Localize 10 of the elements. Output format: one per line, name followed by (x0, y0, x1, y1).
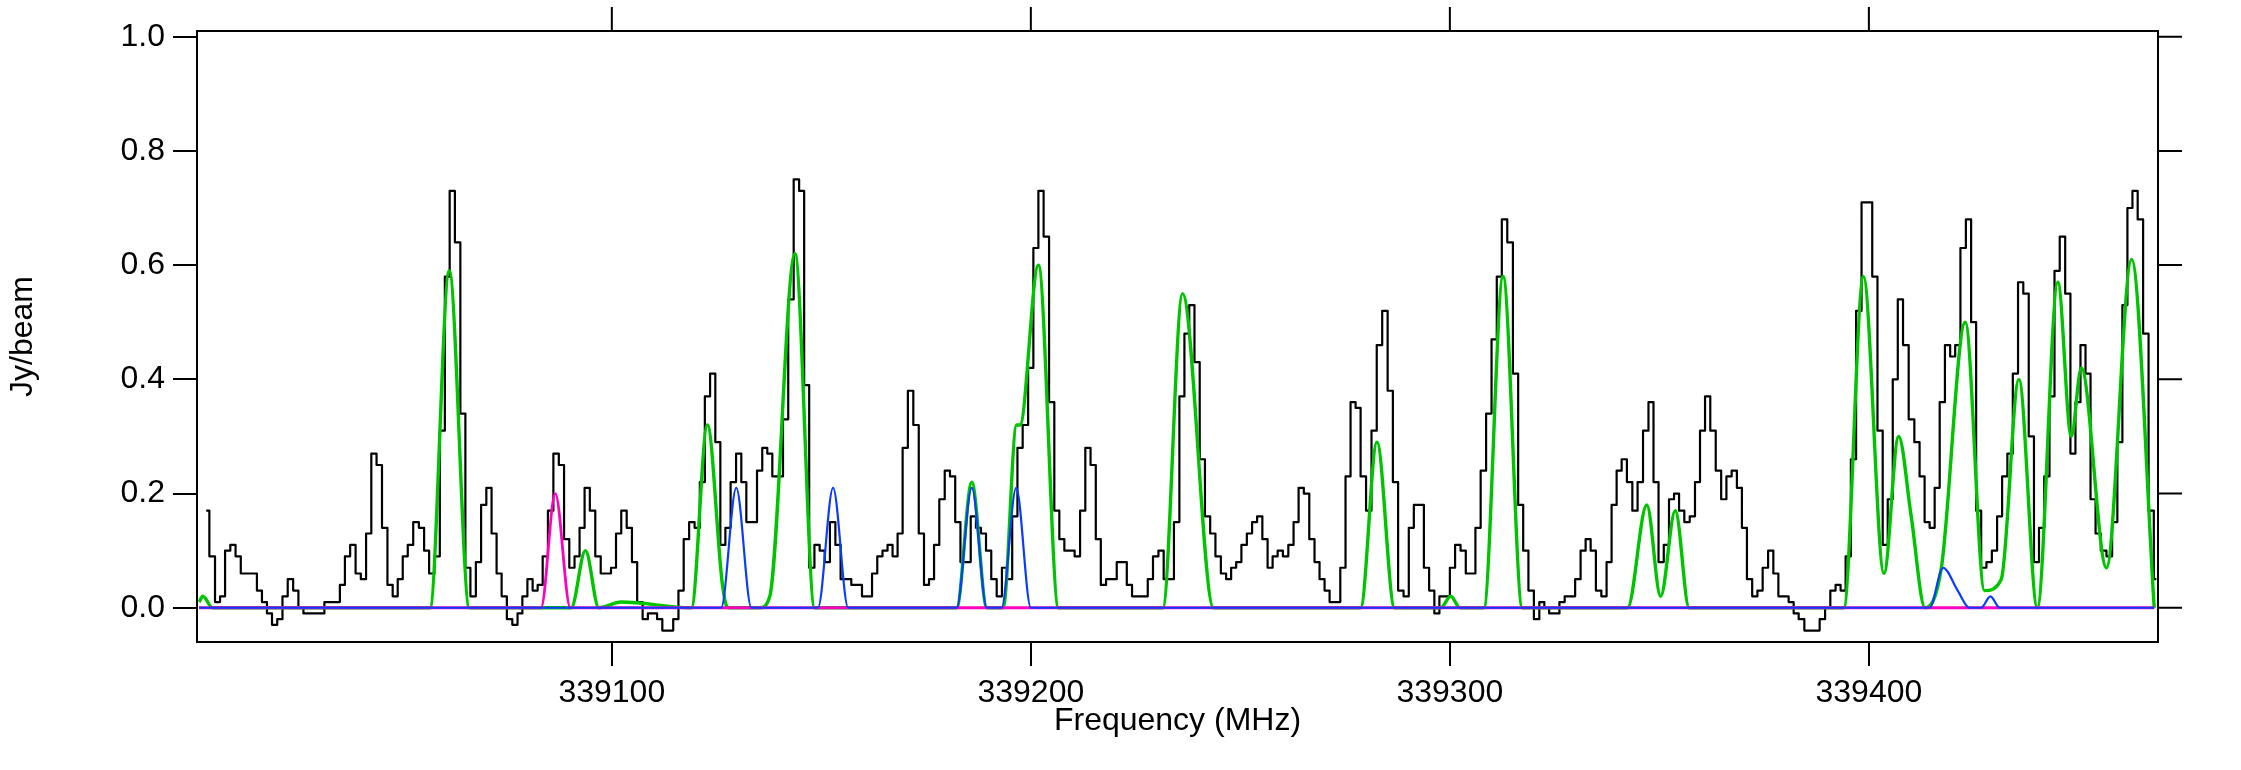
y-tick-label: 0.2 (120, 473, 165, 510)
x-tick-label: 339300 (1396, 673, 1504, 710)
y-tick-label: 0.8 (120, 130, 165, 167)
x-tick-label: 339100 (558, 673, 666, 710)
x-tick-label: 339400 (1815, 673, 1923, 710)
y-tick-label: 1.0 (120, 16, 165, 53)
y-tick-label: 0.0 (120, 587, 165, 624)
y-tick-label: 0.4 (120, 359, 165, 396)
y-tick-label: 0.6 (120, 244, 165, 281)
y-axis-title: Jy/beam (3, 276, 40, 397)
